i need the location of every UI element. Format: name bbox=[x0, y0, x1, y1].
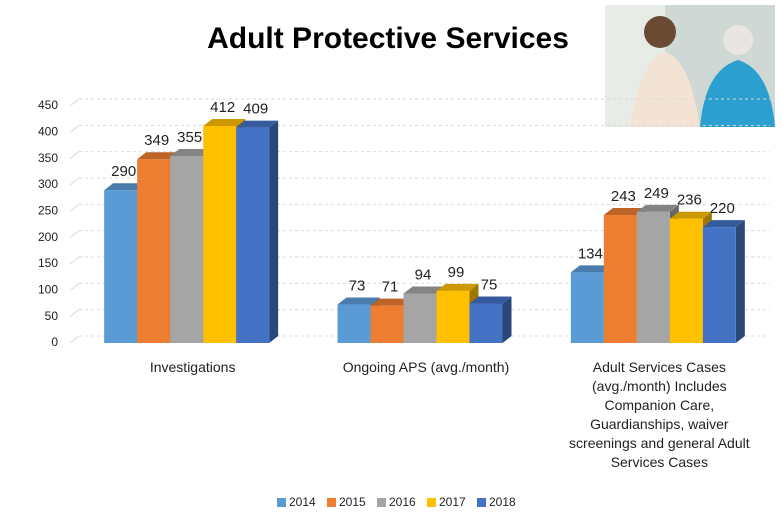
bar bbox=[137, 159, 171, 343]
y-tick-label: 100 bbox=[38, 283, 58, 297]
y-tick-label: 400 bbox=[38, 125, 58, 139]
legend-swatch bbox=[277, 498, 286, 507]
value-label: 220 bbox=[710, 200, 735, 217]
bar-top bbox=[436, 283, 479, 291]
legend-label: 2018 bbox=[489, 495, 516, 509]
bar bbox=[636, 211, 670, 343]
grid-line bbox=[69, 151, 80, 160]
bar-top bbox=[337, 297, 380, 305]
bar-top bbox=[104, 183, 147, 191]
bar-top bbox=[636, 204, 679, 212]
y-tick-label: 250 bbox=[38, 204, 58, 218]
photo-caregiver-body bbox=[630, 52, 700, 127]
bar-top bbox=[370, 298, 413, 306]
value-label: 409 bbox=[243, 101, 268, 118]
value-label: 243 bbox=[611, 188, 636, 205]
bar bbox=[170, 156, 204, 343]
grid-line bbox=[69, 256, 80, 265]
bar bbox=[603, 215, 637, 343]
photo-elder-head bbox=[723, 25, 753, 55]
y-tick-label: 200 bbox=[38, 230, 58, 244]
photo bbox=[605, 5, 775, 127]
value-label: 236 bbox=[677, 192, 702, 209]
bar-top bbox=[203, 119, 246, 127]
bar bbox=[236, 127, 270, 344]
bar-top bbox=[137, 152, 180, 160]
legend-swatch bbox=[477, 498, 486, 507]
legend-label: 2015 bbox=[339, 495, 366, 509]
value-label: 249 bbox=[644, 185, 669, 202]
bar bbox=[436, 290, 470, 343]
photo-elder-body bbox=[700, 60, 775, 127]
bar-top bbox=[702, 220, 745, 228]
value-label: 355 bbox=[177, 129, 202, 146]
category-label: Investigations bbox=[149, 359, 236, 375]
bar-side bbox=[735, 220, 745, 343]
legend-label: 2014 bbox=[289, 495, 316, 509]
bar-top bbox=[603, 208, 646, 216]
bar-top bbox=[570, 265, 613, 273]
y-tick-label: 0 bbox=[51, 335, 58, 349]
legend-swatch bbox=[427, 498, 436, 507]
grid-line bbox=[69, 282, 80, 291]
legend-label: 2017 bbox=[439, 495, 466, 509]
bar-side bbox=[269, 120, 279, 344]
grid-line bbox=[69, 335, 80, 344]
bar bbox=[570, 272, 604, 343]
y-tick-label: 50 bbox=[45, 309, 59, 323]
value-label: 349 bbox=[144, 132, 169, 149]
bar bbox=[104, 190, 138, 343]
grid-line bbox=[69, 230, 80, 239]
bar-top bbox=[469, 296, 512, 304]
grid-line bbox=[69, 309, 80, 318]
bar-top bbox=[669, 211, 712, 219]
value-label: 75 bbox=[481, 276, 498, 293]
y-tick-label: 450 bbox=[38, 98, 58, 112]
category-label: Adult Services Cases (avg./month) Includ… bbox=[569, 359, 750, 470]
grid-line bbox=[69, 124, 80, 133]
bar-top bbox=[403, 286, 446, 294]
value-label: 71 bbox=[382, 279, 399, 296]
value-label: 134 bbox=[578, 245, 603, 262]
bar-top bbox=[170, 149, 213, 157]
legend-label: 2016 bbox=[389, 495, 416, 509]
bar bbox=[203, 126, 237, 343]
bar bbox=[702, 227, 736, 343]
value-label: 94 bbox=[415, 266, 432, 283]
y-tick-label: 350 bbox=[38, 151, 58, 165]
grid-line bbox=[69, 98, 80, 107]
legend-swatch bbox=[327, 498, 336, 507]
chart-title: Adult Protective Services bbox=[207, 22, 569, 55]
value-label: 73 bbox=[349, 278, 366, 295]
value-label: 290 bbox=[111, 163, 136, 180]
legend-swatch bbox=[377, 498, 386, 507]
bar bbox=[469, 303, 503, 343]
y-tick-label: 150 bbox=[38, 256, 58, 270]
category-label: Ongoing APS (avg./month) bbox=[342, 359, 510, 375]
bar-side bbox=[502, 296, 512, 343]
grid-line bbox=[69, 177, 80, 186]
y-tick-label: 300 bbox=[38, 177, 58, 191]
bar bbox=[669, 218, 703, 343]
value-label: 99 bbox=[448, 264, 465, 281]
grid-line bbox=[69, 203, 80, 212]
bar bbox=[337, 304, 371, 343]
bar bbox=[370, 305, 404, 343]
value-label: 412 bbox=[210, 99, 235, 116]
bar-top bbox=[236, 120, 279, 128]
bar bbox=[403, 293, 437, 343]
photo-caregiver-head bbox=[644, 16, 676, 48]
